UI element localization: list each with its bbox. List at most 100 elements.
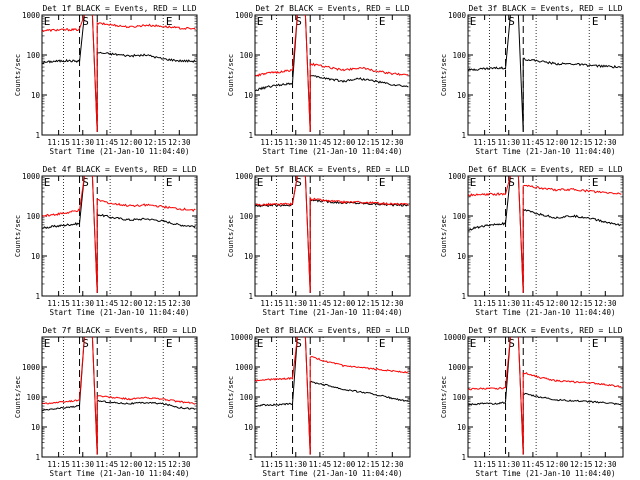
x-tick-label: 12:15 <box>144 299 167 308</box>
y-tick-label: 1 <box>461 453 466 462</box>
series-events <box>42 336 196 455</box>
y-tick-label: 1 <box>248 453 253 462</box>
panel-1: Det 1f BLACK = Events, RED = LLD 1 10 100 10… <box>14 4 198 156</box>
x-tick-label: 11:30 <box>284 138 307 147</box>
x-tick-label: 12:15 <box>570 138 593 147</box>
marker-letter: E <box>379 337 386 350</box>
plot-frame <box>41 14 198 136</box>
y-axis-label: Counts/sec <box>227 54 235 96</box>
series-events <box>468 14 622 132</box>
y-tick-label: 100 <box>452 212 466 221</box>
marker-letter: E <box>44 176 51 189</box>
x-tick-label: 12:00 <box>120 460 143 469</box>
panel-5: Det 5f BLACK = Events, RED = LLD 1 10 100 10… <box>227 165 411 317</box>
x-tick-label: 12:30 <box>381 460 404 469</box>
x-tick-label: 11:30 <box>71 460 94 469</box>
y-tick-label: 10 <box>31 91 41 100</box>
x-axis-label: Start Time (21-Jan-10 11:04:40) <box>263 469 403 478</box>
plot-frame <box>254 175 411 297</box>
y-tick-label: 1000 <box>448 11 467 20</box>
series-lld <box>42 14 196 132</box>
x-tick-label: 11:30 <box>284 299 307 308</box>
y-tick-label: 10 <box>244 252 254 261</box>
series-lld <box>42 175 196 293</box>
x-axis-label: Start Time (21-Jan-10 11:04:40) <box>50 308 190 317</box>
y-tick-label: 1000 <box>448 363 467 372</box>
x-tick-label: 11:45 <box>522 299 545 308</box>
x-tick-label: 12:30 <box>168 460 191 469</box>
panel-title: Det 9f BLACK = Events, RED = LLD <box>468 326 622 335</box>
y-tick-label: 1 <box>35 453 40 462</box>
y-tick-label: 1000 <box>235 172 254 181</box>
x-tick-label: 12:30 <box>168 299 191 308</box>
series-lld <box>468 336 622 455</box>
y-tick-label: 1 <box>248 292 253 301</box>
x-tick-label: 11:45 <box>309 460 332 469</box>
marker-letter: S <box>508 337 515 350</box>
x-tick-label: 12:30 <box>594 138 617 147</box>
x-tick-label: 12:00 <box>546 299 569 308</box>
x-tick-label: 11:30 <box>71 138 94 147</box>
panel-title: Det 5f BLACK = Events, RED = LLD <box>255 165 409 174</box>
marker-letter: E <box>257 176 264 189</box>
x-tick-label: 12:30 <box>594 460 617 469</box>
marker-letter: E <box>379 176 386 189</box>
y-tick-label: 10 <box>31 252 41 261</box>
x-tick-label: 11:15 <box>260 138 283 147</box>
marker-letter: S <box>295 337 302 350</box>
x-tick-label: 11:45 <box>522 460 545 469</box>
y-tick-label: 10 <box>244 91 254 100</box>
plot-frame <box>41 175 198 297</box>
marker-letter: E <box>257 15 264 28</box>
y-tick-label: 100 <box>26 393 40 402</box>
x-tick-label: 11:15 <box>473 299 496 308</box>
x-tick-label: 12:15 <box>357 138 380 147</box>
panel-title: Det 2f BLACK = Events, RED = LLD <box>255 4 409 13</box>
panel-title: Det 3f BLACK = Events, RED = LLD <box>468 4 622 13</box>
series-events <box>42 14 196 132</box>
marker-letter: E <box>44 337 51 350</box>
y-tick-label: 1000 <box>22 172 41 181</box>
x-axis-label: Start Time (21-Jan-10 11:04:40) <box>263 308 403 317</box>
x-axis-label: Start Time (21-Jan-10 11:04:40) <box>50 469 190 478</box>
panel-title: Det 1f BLACK = Events, RED = LLD <box>42 4 196 13</box>
plot-frame <box>254 14 411 136</box>
y-tick-label: 1000 <box>235 11 254 20</box>
y-tick-label: 100 <box>452 51 466 60</box>
y-tick-label: 100 <box>26 51 40 60</box>
y-tick-label: 10000 <box>443 333 466 342</box>
x-tick-label: 12:30 <box>168 138 191 147</box>
panel-6: Det 6f BLACK = Events, RED = LLD 1 10 100 10… <box>440 165 624 317</box>
y-axis-label: Counts/sec <box>14 376 22 418</box>
marker-letter: S <box>82 337 89 350</box>
x-axis-label: Start Time (21-Jan-10 11:04:40) <box>476 147 616 156</box>
marker-letter: S <box>82 176 89 189</box>
x-tick-label: 12:30 <box>381 138 404 147</box>
y-tick-label: 10 <box>457 91 467 100</box>
marker-letter: E <box>166 337 173 350</box>
y-tick-label: 1000 <box>22 363 41 372</box>
x-tick-label: 11:45 <box>96 138 119 147</box>
y-tick-label: 1 <box>461 131 466 140</box>
y-tick-label: 1000 <box>22 11 41 20</box>
marker-letter: S <box>508 176 515 189</box>
x-tick-label: 12:00 <box>546 460 569 469</box>
y-tick-label: 10 <box>457 423 467 432</box>
marker-letter: E <box>592 15 599 28</box>
y-tick-label: 10 <box>31 423 41 432</box>
marker-letter: E <box>470 337 477 350</box>
y-axis-label: Counts/sec <box>14 54 22 96</box>
panel-9: Det 9f BLACK = Events, RED = LLD 1 10 100 10… <box>440 326 624 478</box>
y-tick-label: 10 <box>457 252 467 261</box>
x-tick-label: 12:15 <box>357 460 380 469</box>
x-tick-label: 11:15 <box>473 460 496 469</box>
panel-8: Det 8f BLACK = Events, RED = LLD 1 10 100 10… <box>227 326 411 478</box>
series-lld <box>255 336 409 455</box>
series-lld <box>255 14 409 132</box>
x-axis-label: Start Time (21-Jan-10 11:04:40) <box>263 147 403 156</box>
panel-3: Det 3f BLACK = Events, RED = LLD 1 10 100 10… <box>440 4 624 156</box>
marker-letter: E <box>470 176 477 189</box>
panel-title: Det 6f BLACK = Events, RED = LLD <box>468 165 622 174</box>
series-events <box>255 14 409 132</box>
x-tick-label: 12:00 <box>333 460 356 469</box>
